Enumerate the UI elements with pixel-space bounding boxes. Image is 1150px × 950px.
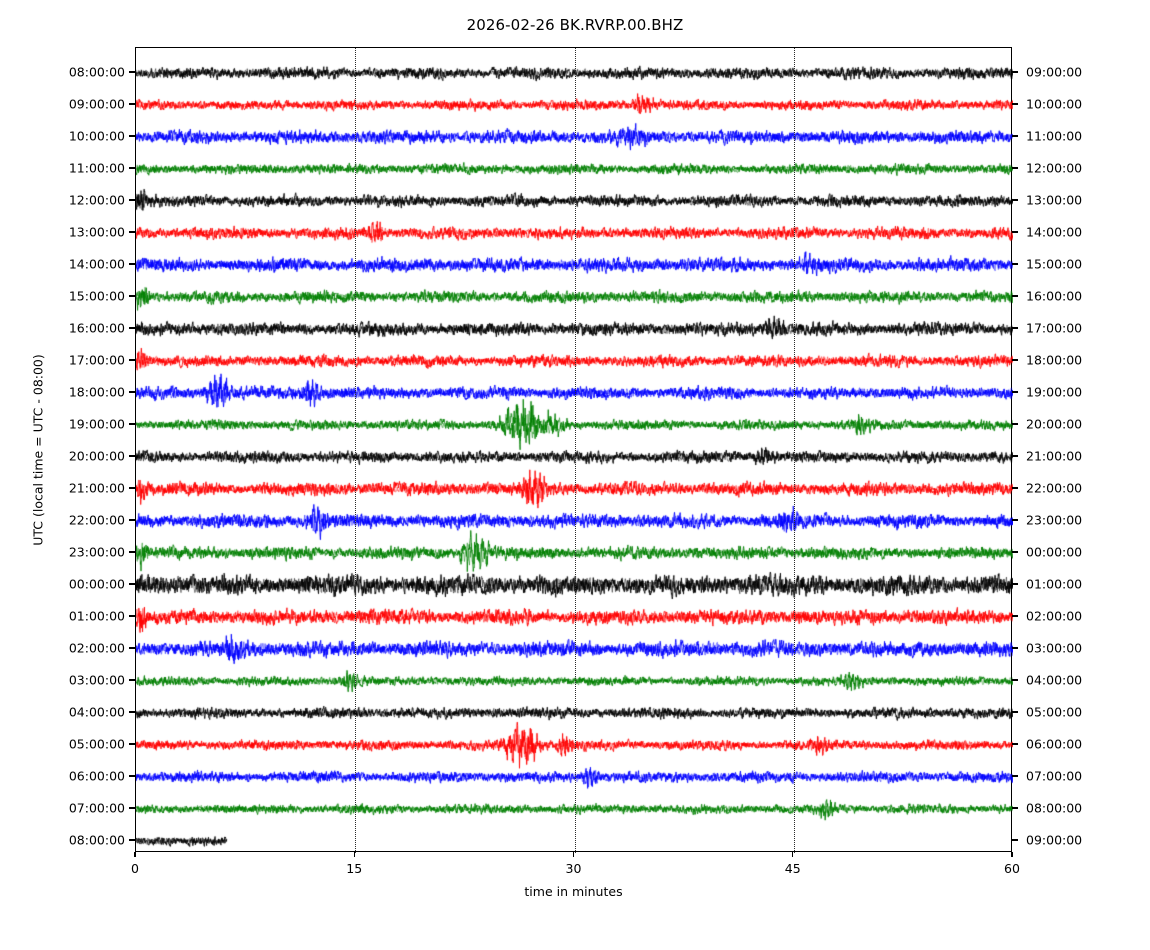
y-tick-label-right: 21:00:00 [1026, 448, 1083, 464]
y-tick-label-right: 09:00:00 [1026, 832, 1083, 848]
y-tick-label-left: 04:00:00 [68, 704, 125, 720]
y-tick-label-right: 14:00:00 [1026, 224, 1083, 240]
y-tick-label-left: 17:00:00 [68, 352, 125, 368]
y-tick-label-left: 08:00:00 [68, 64, 125, 80]
y-tick-label-right: 10:00:00 [1026, 96, 1083, 112]
y-tick-label-right: 11:00:00 [1026, 128, 1083, 144]
y-tick-label-left: 22:00:00 [68, 512, 125, 528]
page-title: 2026-02-26 BK.RVRP.00.BHZ [466, 16, 684, 34]
y-tick-label-right: 22:00:00 [1026, 480, 1083, 496]
y-tick-label-left: 15:00:00 [68, 288, 125, 304]
y-tick-label-right: 01:00:00 [1026, 576, 1083, 592]
vertical-gridline [574, 48, 576, 853]
y-tick-label-left: 18:00:00 [68, 384, 125, 400]
y-tick-label-left: 00:00:00 [68, 576, 125, 592]
x-tick-label: 45 [784, 861, 801, 876]
plot-axes-area[interactable] [135, 47, 1013, 853]
x-axis-label: time in minutes [524, 884, 623, 899]
y-tick-label-right: 19:00:00 [1026, 384, 1083, 400]
y-tick-label-left: 12:00:00 [68, 192, 125, 208]
y-tick-label-left: 11:00:00 [68, 160, 125, 176]
y-tick-label-right: 07:00:00 [1026, 768, 1083, 784]
y-tick-label-right: 00:00:00 [1026, 544, 1083, 560]
y-tick-label-left: 07:00:00 [68, 800, 125, 816]
y-tick-label-right: 13:00:00 [1026, 192, 1083, 208]
y-tick-label-right: 06:00:00 [1026, 736, 1083, 752]
x-tick-label: 30 [565, 861, 582, 876]
y-tick-label-right: 03:00:00 [1026, 640, 1083, 656]
y-tick-label-left: 16:00:00 [68, 320, 125, 336]
y-tick-label-left: 20:00:00 [68, 448, 125, 464]
y-tick-label-left: 06:00:00 [68, 768, 125, 784]
y-tick-label-right: 05:00:00 [1026, 704, 1083, 720]
y-tick-label-left: 13:00:00 [68, 224, 125, 240]
y-tick-label-right: 12:00:00 [1026, 160, 1083, 176]
y-tick-label-right: 17:00:00 [1026, 320, 1083, 336]
y-tick-label-left: 14:00:00 [68, 256, 125, 272]
y-tick-label-left: 23:00:00 [68, 544, 125, 560]
y-tick-label-left: 09:00:00 [68, 96, 125, 112]
vertical-gridline [793, 48, 795, 853]
y-tick-label-right: 18:00:00 [1026, 352, 1083, 368]
x-tick-label: 15 [346, 861, 363, 876]
y-tick-label-right: 23:00:00 [1026, 512, 1083, 528]
y-tick-label-left: 08:00:00 [68, 832, 125, 848]
y-tick-label-left: 10:00:00 [68, 128, 125, 144]
y-tick-label-right: 08:00:00 [1026, 800, 1083, 816]
y-axis-label: UTC (local time = UTC - 08:00) [30, 354, 46, 546]
y-tick-label-left: 01:00:00 [68, 608, 125, 624]
y-tick-label-right: 20:00:00 [1026, 416, 1083, 432]
y-tick-label-right: 16:00:00 [1026, 288, 1083, 304]
y-tick-label-left: 05:00:00 [68, 736, 125, 752]
y-tick-label-left: 21:00:00 [68, 480, 125, 496]
y-tick-label-right: 15:00:00 [1026, 256, 1083, 272]
y-tick-label-right: 02:00:00 [1026, 608, 1083, 624]
y-tick-label-left: 02:00:00 [68, 640, 125, 656]
y-tick-label-left: 03:00:00 [68, 672, 125, 688]
x-tick-label: 0 [131, 861, 139, 876]
y-tick-label-right: 09:00:00 [1026, 64, 1083, 80]
x-tick-label: 60 [1004, 861, 1020, 876]
y-tick-label-right: 04:00:00 [1026, 672, 1083, 688]
y-tick-label-left: 19:00:00 [68, 416, 125, 432]
vertical-gridline [355, 48, 357, 853]
